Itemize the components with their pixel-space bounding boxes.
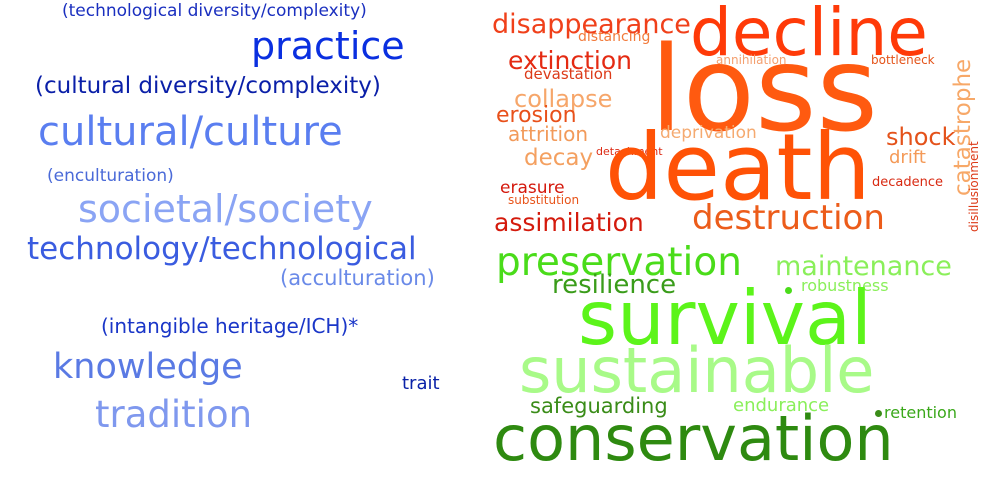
word-trait: trait [402, 373, 440, 394]
word-resilience: resilience [552, 270, 677, 300]
word-devastation: devastation [524, 65, 613, 83]
word-survival: survival [578, 274, 872, 362]
word-robustness: robustness [801, 276, 889, 295]
word-preservation: preservation [496, 240, 742, 285]
word-erosion: erosion [496, 103, 577, 128]
word-knowledge: knowledge [53, 347, 243, 387]
word-shock: shock [886, 123, 956, 151]
word-distancing: distancing [578, 29, 651, 45]
word-loss: loss [650, 20, 878, 158]
word-tradition: tradition [95, 393, 253, 436]
word-bottleneck: bottleneck [871, 53, 935, 67]
word-substitution: substitution [508, 193, 580, 207]
word-endurance: endurance [733, 395, 830, 416]
word-erasure: erasure [500, 178, 565, 198]
word-technological-diversity: (technological diversity/complexity) [62, 1, 367, 21]
word-practice: practice [251, 24, 405, 68]
word-safeguarding: safeguarding [530, 394, 668, 418]
word-disillusionment: disillusionment [967, 141, 981, 232]
word-cultural-culture: cultural/culture [38, 109, 343, 155]
word-death: death [605, 114, 871, 221]
word-deprivation: deprivation [660, 123, 757, 143]
word-annihilation: annihilation [716, 53, 787, 67]
word-disappearance: disappearance [492, 9, 691, 40]
word-conservation: conservation [493, 402, 894, 475]
word-extinction: extinction [508, 46, 632, 75]
word-collapse: collapse [514, 85, 613, 113]
word-acculturation: (acculturation) [280, 266, 435, 290]
word-decline: decline [690, 0, 928, 71]
word-intangible-heritage: (intangible heritage/ICH)* [101, 314, 359, 338]
word-maintenance: maintenance [775, 251, 952, 282]
word-detachment: detachment [596, 145, 663, 158]
word-cultural-diversity: (cultural diversity/complexity) [35, 73, 381, 99]
word-attrition: attrition [508, 122, 589, 146]
word-decadence: decadence [872, 175, 943, 190]
word-decay: decay [524, 145, 594, 171]
word-sustainable: sustainable [519, 334, 875, 407]
speck-dot-2 [875, 410, 882, 417]
word-drift: drift [889, 147, 926, 168]
word-retention: retention [884, 403, 957, 422]
word-technology-technological: technology/technological [27, 231, 417, 267]
word-destruction: destruction [692, 198, 885, 238]
word-assimilation: assimilation [494, 208, 644, 237]
speck-dot-1 [785, 287, 792, 294]
word-enculturation: (enculturation) [47, 166, 174, 186]
word-societal-society: societal/society [78, 187, 373, 231]
